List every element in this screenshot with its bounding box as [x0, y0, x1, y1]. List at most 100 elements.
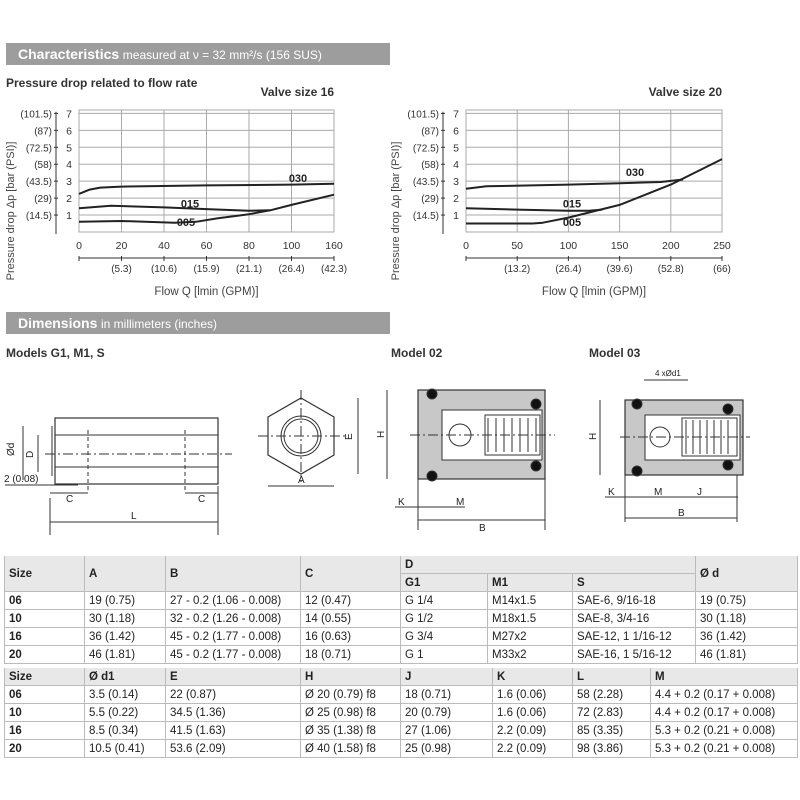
table-cell: 19 (0.75): [695, 591, 798, 610]
table-header: Ø d1: [84, 668, 166, 686]
y-tick-label-psi: (43.5): [26, 177, 52, 188]
table-cell: 85 (3.35): [572, 721, 651, 740]
table-cell: 10.5 (0.41): [84, 739, 166, 758]
series-line-005: [78, 193, 335, 224]
table-cell: G 1: [400, 645, 488, 664]
y-tick-label-psi: (29): [421, 194, 439, 205]
x-tick-label-gpm: (39.6): [607, 264, 633, 275]
y-tick-label: 7: [453, 108, 459, 120]
x-tick-label-gpm: (42.3): [321, 264, 347, 275]
x-tick-label: 20: [116, 240, 128, 252]
dimension-drawings: Ød D 2 (0.08) C C L A E H K M B H 4 xØd1…: [4, 369, 750, 535]
y-tick-label-psi: (58): [421, 160, 439, 171]
table-cell: 41.5 (1.63): [165, 721, 301, 740]
section-subtitle: in millimeters (inches): [100, 317, 218, 331]
header-size: Size: [4, 556, 85, 592]
table-cell: 46 (1.81): [84, 645, 166, 664]
header-A: A: [84, 556, 166, 592]
y-tick-label: 5: [66, 142, 72, 154]
y-tick-label: 3: [453, 176, 459, 188]
y-tick-label-psi: (14.5): [26, 211, 52, 222]
header-d: Ø d: [695, 556, 798, 592]
series-label-005: 005: [177, 217, 195, 229]
table-cell: M33x2: [487, 645, 573, 664]
table-header: Size: [4, 668, 85, 686]
table-cell: Ø 20 (0.79) f8: [300, 685, 401, 704]
header-S: S: [572, 573, 696, 592]
table-cell: M18x1.5: [487, 609, 573, 628]
x-tick-label-gpm: (52.8): [658, 264, 684, 275]
table-row: 10 30 (1.18) 32 - 0.2 (1.26 - 0.008) 14 (0.…: [4, 609, 798, 628]
y-tick-label: 1: [66, 210, 72, 222]
table-cell: 20: [4, 645, 85, 664]
table-row: 20 46 (1.81) 45 - 0.2 (1.77 - 0.008) 18 (0.…: [4, 645, 798, 664]
table-cell: 8.5 (0.34): [84, 721, 166, 740]
table-row: 16 8.5 (0.34) 41.5 (1.63) Ø 35 (1.38) f8 27 …: [4, 721, 798, 740]
chart-title: Valve size 16: [261, 85, 335, 99]
table-cell: SAE-12, 1 1/16-12: [572, 627, 696, 646]
table-row: 20 10.5 (0.41) 53.6 (2.09) Ø 40 (1.58) f8 25…: [4, 739, 798, 758]
dim-label-C-right: C: [198, 494, 205, 505]
x-tick-label-gpm: (5.3): [111, 264, 132, 275]
section-subtitle: measured at ν = 32 mm²/s (156 SUS): [122, 48, 322, 62]
x-tick-label-gpm: (10.6): [151, 264, 177, 275]
y-tick-label: 4: [66, 159, 72, 171]
table-row: 06 19 (0.75) 27 - 0.2 (1.06 - 0.008) 12 (0.…: [4, 591, 798, 610]
table-cell: 16 (0.63): [300, 627, 401, 646]
table-cell: 34.5 (1.36): [165, 703, 301, 722]
table-cell: 30 (1.18): [84, 609, 166, 628]
table-cell: 45 - 0.2 (1.77 - 0.008): [165, 627, 301, 646]
table-cell: G 1/2: [400, 609, 488, 628]
table-cell: 06: [4, 685, 85, 704]
table-cell: 19 (0.75): [84, 591, 166, 610]
y-tick-label: 5: [453, 142, 459, 154]
table-cell: 5.3 + 0.2 (0.21 + 0.008): [650, 739, 798, 758]
x-tick-label: 200: [662, 240, 680, 252]
table-header: M: [650, 668, 798, 686]
chart-valve-size-20: Valve size 20 1 (14.5) 2 (29) 3 (43.5) 4 (58) 5 (7…: [390, 85, 731, 298]
table-row: 06 3.5 (0.14) 22 (0.87) Ø 20 (0.79) f8 18 (0…: [4, 685, 798, 704]
y-tick-label-psi: (43.5): [413, 177, 439, 188]
table-cell: Ø 40 (1.58) f8: [300, 739, 401, 758]
y-tick-label-psi: (87): [421, 126, 439, 137]
y-tick-label: 6: [453, 125, 459, 137]
x-tick-label: 100: [560, 240, 578, 252]
characteristics-header: Characteristics measured at ν = 32 mm²/s…: [6, 43, 390, 65]
table-cell: 27 - 0.2 (1.06 - 0.008): [165, 591, 301, 610]
y-tick-label: 2: [453, 193, 459, 205]
section-title: Dimensions: [18, 315, 98, 331]
table-cell: 98 (3.86): [572, 739, 651, 758]
model-03-heading: Model 03: [589, 346, 641, 360]
table-cell: SAE-16, 1 5/16-12: [572, 645, 696, 664]
table-cell: SAE-8, 3/4-16: [572, 609, 696, 628]
section-title: Characteristics: [18, 46, 120, 62]
table-cell: 10: [4, 703, 85, 722]
y-axis-title: Pressure drop Δp [bar (PSI)]: [390, 142, 402, 281]
table-cell: 36 (1.42): [84, 627, 166, 646]
x-tick-label: 160: [325, 240, 343, 252]
hex-end-view-drawing: [258, 390, 359, 487]
x-tick-label: 100: [283, 240, 301, 252]
model-02-heading: Model 02: [391, 346, 443, 360]
x-axis-title: Flow Q [lmin (GPM)]: [154, 286, 258, 298]
table-cell: Ø 25 (0.98) f8: [300, 703, 401, 722]
header-C: C: [300, 556, 401, 592]
table-cell: 4.4 + 0.2 (0.17 + 0.008): [650, 703, 798, 722]
y-tick-label: 4: [453, 159, 459, 171]
table-cell: 27 (1.06): [400, 721, 493, 740]
dim-label-E: E: [344, 433, 355, 440]
x-tick-label-gpm: (15.9): [193, 264, 219, 275]
table-header: H: [300, 668, 401, 686]
y-tick-label-psi: (101.5): [20, 109, 52, 120]
series-line-030: [78, 182, 335, 195]
table-cell: SAE-6, 9/16-18: [572, 591, 696, 610]
table-header: E: [165, 668, 301, 686]
series-label-015: 015: [181, 198, 199, 210]
x-tick-label-gpm: (13.2): [504, 264, 530, 275]
header-G1: G1: [400, 573, 488, 592]
table-cell: 10: [4, 609, 85, 628]
y-tick-label: 6: [66, 125, 72, 137]
dim-label-H-03: H: [588, 433, 599, 440]
table-cell: 20 (0.79): [400, 703, 493, 722]
table-cell: 18 (0.71): [400, 685, 493, 704]
